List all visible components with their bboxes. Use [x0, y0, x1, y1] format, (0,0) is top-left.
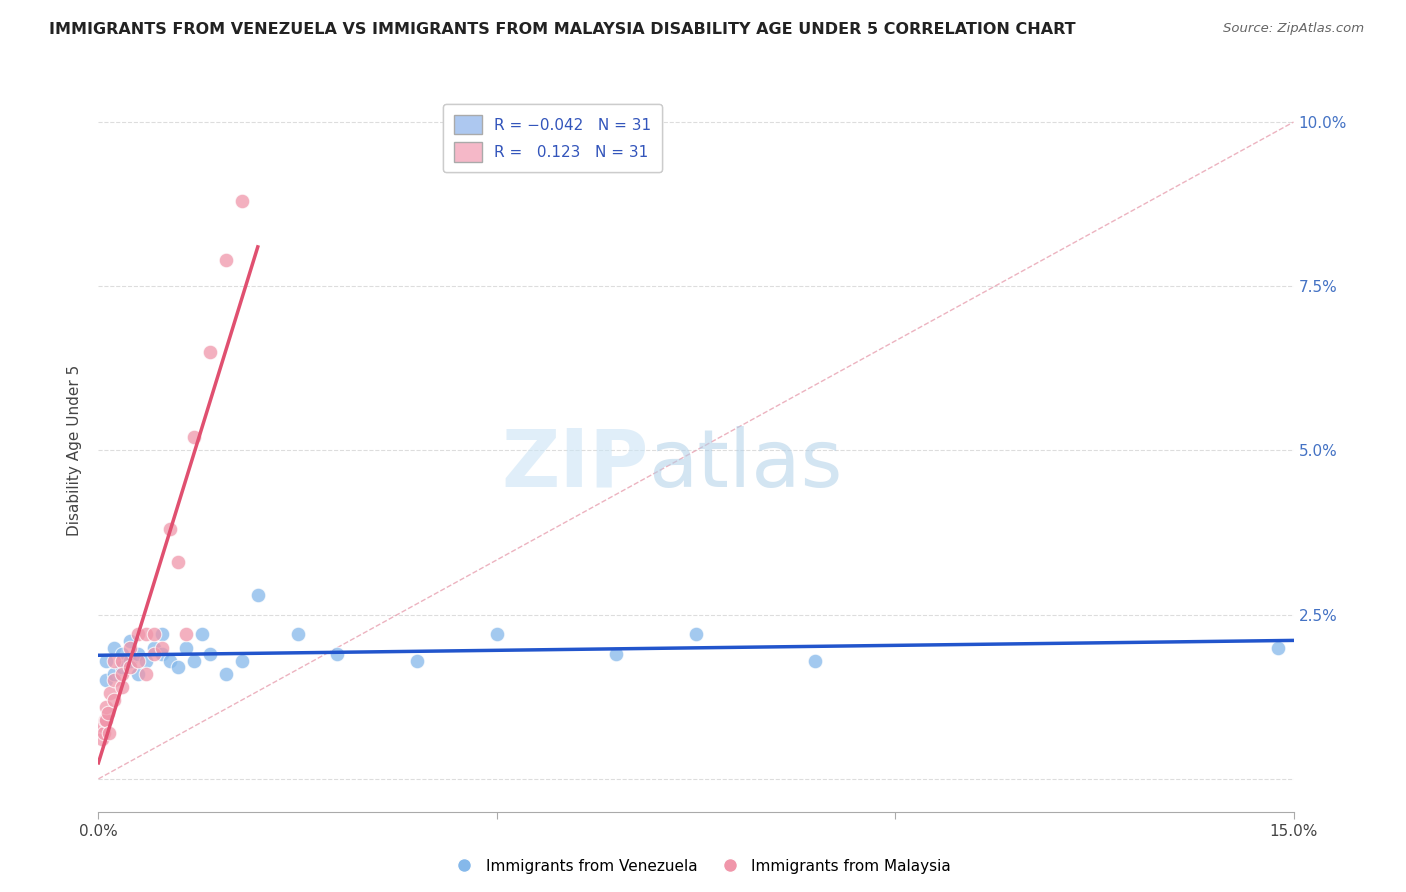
Point [804, 654, 827, 668]
Point [127, 647, 149, 661]
Point [97, 726, 120, 740]
Point [174, 627, 197, 641]
Point [685, 627, 707, 641]
Point [103, 666, 125, 681]
Point [103, 640, 125, 655]
Point [91, 719, 114, 733]
Point [103, 693, 125, 707]
Point [94, 713, 117, 727]
Point [143, 640, 166, 655]
Point [120, 640, 142, 655]
Text: atlas: atlas [648, 425, 842, 504]
Point [183, 430, 205, 444]
Point [167, 555, 190, 569]
Point [120, 634, 142, 648]
Point [96, 713, 118, 727]
Point [191, 627, 214, 641]
Legend: Immigrants from Venezuela, Immigrants from Malaysia: Immigrants from Venezuela, Immigrants fr… [449, 853, 957, 880]
Point [150, 627, 173, 641]
Point [1267, 640, 1289, 655]
Text: Source: ZipAtlas.com: Source: ZipAtlas.com [1223, 22, 1364, 36]
Point [135, 627, 157, 641]
Point [231, 194, 253, 208]
Point [120, 654, 142, 668]
Point [103, 654, 125, 668]
Point [127, 666, 149, 681]
Point [97, 706, 120, 721]
Point [231, 654, 253, 668]
Point [143, 647, 166, 661]
Y-axis label: Disability Age Under 5: Disability Age Under 5 [67, 365, 83, 536]
Point [159, 654, 181, 668]
Point [406, 654, 429, 668]
Point [120, 660, 142, 674]
Point [96, 654, 118, 668]
Point [198, 345, 221, 359]
Point [215, 666, 238, 681]
Point [287, 627, 309, 641]
Point [159, 522, 181, 536]
Point [96, 673, 118, 688]
Point [167, 660, 190, 674]
Point [183, 654, 205, 668]
Point [111, 680, 134, 694]
Legend: R = −0.042   N = 31, R =   0.123   N = 31: R = −0.042 N = 31, R = 0.123 N = 31 [443, 104, 662, 172]
Point [198, 647, 221, 661]
Point [103, 673, 125, 688]
Point [215, 252, 238, 267]
Text: ZIP: ZIP [501, 425, 648, 504]
Point [143, 627, 166, 641]
Point [96, 699, 118, 714]
Point [485, 627, 508, 641]
Point [111, 647, 134, 661]
Point [127, 654, 149, 668]
Point [111, 666, 134, 681]
Point [135, 666, 157, 681]
Point [605, 647, 627, 661]
Point [326, 647, 349, 661]
Point [127, 627, 149, 641]
Point [246, 588, 269, 602]
Point [91, 732, 114, 747]
Point [111, 660, 134, 674]
Point [111, 654, 134, 668]
Point [93, 726, 115, 740]
Point [150, 647, 173, 661]
Point [174, 640, 197, 655]
Point [150, 640, 173, 655]
Point [98, 686, 122, 700]
Text: IMMIGRANTS FROM VENEZUELA VS IMMIGRANTS FROM MALAYSIA DISABILITY AGE UNDER 5 COR: IMMIGRANTS FROM VENEZUELA VS IMMIGRANTS … [49, 22, 1076, 37]
Point [135, 654, 157, 668]
